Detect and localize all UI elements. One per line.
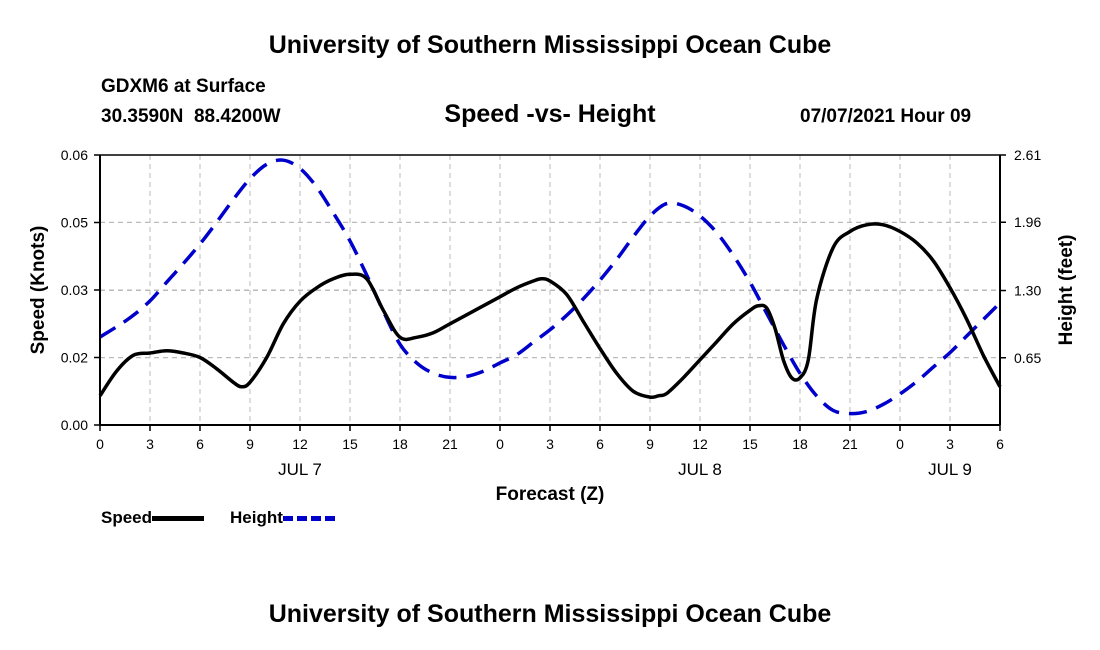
x-tick-label: 6	[596, 436, 604, 452]
x-tick-label: 9	[646, 436, 654, 452]
y2-axis-label: Height (feet)	[1056, 235, 1077, 346]
x-date-label: JUL 9	[928, 460, 972, 479]
x-tick-label: 0	[96, 436, 104, 452]
chart-main-title: University of Southern Mississippi Ocean…	[268, 31, 832, 59]
x-tick-label: 21	[842, 436, 858, 452]
coordinates-label: 30.3590N 88.4200W	[101, 106, 281, 127]
legend-speed-label: Speed	[101, 508, 153, 527]
y-tick-label: 0.02	[61, 350, 88, 366]
x-tick-label: 3	[546, 436, 554, 452]
x-tick-label: 18	[392, 436, 408, 452]
x-tick-label: 15	[342, 436, 358, 452]
x-tick-label: 9	[246, 436, 254, 452]
x-tick-label: 3	[946, 436, 954, 452]
legend-speed: Speed	[101, 508, 205, 528]
series-line-speed	[98, 222, 1002, 400]
y2-tick-label: 2.61	[1014, 147, 1041, 163]
y-axis-label: Speed (Knots)	[28, 226, 49, 355]
chart-subtitle: Speed -vs- Height	[444, 100, 656, 128]
x-tick-label: 0	[496, 436, 504, 452]
y-tick-label: 0.06	[61, 147, 88, 163]
x-tick-label: 12	[692, 436, 708, 452]
legend-height: Height	[230, 508, 335, 528]
legend-height-swatch	[282, 516, 335, 522]
x-tick-label: 6	[196, 436, 204, 452]
x-date-label: JUL 7	[278, 460, 322, 479]
x-tick-label: 15	[742, 436, 758, 452]
y2-tick-label: 1.96	[1014, 214, 1041, 230]
y-tick-label: 0.03	[61, 282, 88, 298]
x-tick-label: 21	[442, 436, 458, 452]
legend-height-label: Height	[230, 508, 283, 527]
y-tick-label: 0.00	[61, 417, 88, 433]
footer-title: University of Southern Mississippi Ocean…	[268, 600, 832, 628]
legend-speed-swatch	[152, 516, 205, 522]
y2-tick-label: 0.65	[1014, 350, 1041, 366]
y-tick-label: 0.05	[61, 215, 88, 231]
x-date-label: JUL 8	[678, 460, 722, 479]
x-tick-label: 12	[292, 436, 308, 452]
series-line-height	[99, 158, 1002, 416]
series-layer	[98, 158, 1002, 416]
x-tick-label: 18	[792, 436, 808, 452]
station-label: GDXM6 at Surface	[101, 76, 266, 97]
x-axis-label: Forecast (Z)	[496, 484, 605, 505]
forecast-datetime: 07/07/2021 Hour 09	[800, 106, 972, 127]
y2-tick-label: 1.30	[1014, 283, 1041, 299]
x-tick-label: 0	[896, 436, 904, 452]
axes	[94, 154, 1006, 431]
x-tick-label: 3	[146, 436, 154, 452]
tick-labels: 0 3 6 9 12 15 18 21 0 3 6 9 12 15 18 21 0 3 6 0.00 0.02 0.03 0…	[61, 147, 1042, 479]
x-tick-label: 6	[996, 436, 1004, 452]
